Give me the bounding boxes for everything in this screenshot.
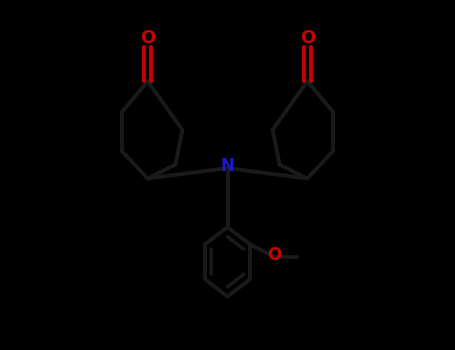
Text: N: N (221, 157, 234, 175)
Text: O: O (300, 29, 315, 47)
Text: O: O (140, 29, 155, 47)
Text: O: O (267, 246, 282, 264)
